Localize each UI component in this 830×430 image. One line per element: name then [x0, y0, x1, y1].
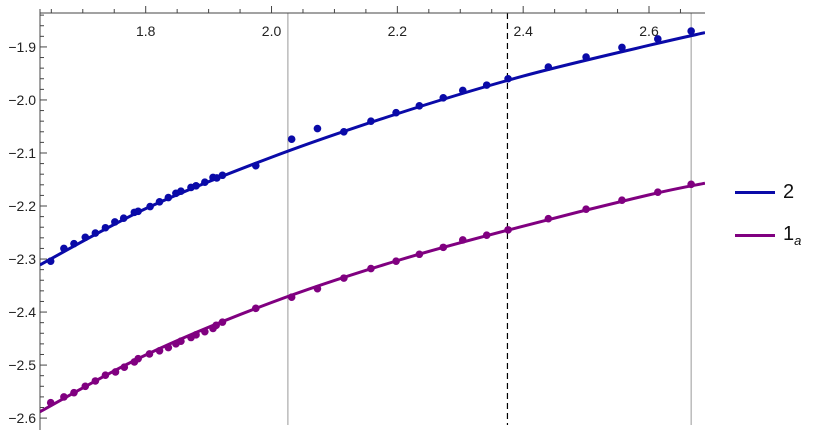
data-point-2	[251, 161, 260, 170]
data-point-1a	[192, 331, 200, 339]
data-point-1a	[458, 236, 467, 244]
data-point-1a	[212, 321, 220, 330]
data-point-2	[392, 108, 400, 117]
legend-label-2: 2	[783, 181, 795, 203]
y-tick-label: −2.4	[8, 304, 36, 320]
data-point-2	[582, 53, 590, 61]
data-point-2	[654, 35, 662, 43]
legend-swatch-1a	[735, 234, 775, 237]
y-tick-label: −2.6	[8, 410, 36, 426]
data-point-2	[367, 117, 375, 125]
x-tick-label: 2.0	[262, 23, 282, 39]
data-point-2	[134, 207, 142, 216]
data-point-2	[81, 233, 90, 242]
data-point-1a	[81, 382, 90, 391]
data-point-1a	[155, 346, 164, 355]
data-point-1a	[313, 284, 322, 293]
data-point-1a	[504, 226, 512, 234]
legend-item-2: 2	[735, 171, 801, 214]
data-point-1a	[60, 393, 68, 401]
legend-label-1a: 1a	[783, 223, 801, 248]
x-tick-label: 2.2	[388, 23, 408, 39]
x-tick-label: 2.4	[513, 23, 533, 39]
data-point-2	[544, 63, 553, 71]
data-point-2	[177, 187, 185, 195]
data-point-1a	[91, 377, 100, 385]
y-tick-label: −2.1	[8, 145, 36, 161]
data-point-1a	[482, 231, 491, 239]
data-point-1a	[439, 243, 448, 252]
data-point-2	[458, 86, 467, 95]
data-point-2	[111, 218, 119, 226]
y-tick-label: −2.5	[8, 357, 36, 373]
data-point-1a	[582, 205, 590, 213]
data-point-1a	[101, 371, 110, 379]
data-point-1a	[618, 196, 626, 204]
legend-label-sub: a	[794, 233, 802, 248]
data-point-2	[618, 43, 626, 52]
data-point-2	[287, 135, 296, 143]
data-point-1a	[654, 188, 662, 197]
y-tick-label: −1.9	[8, 39, 36, 55]
data-point-2	[212, 174, 221, 182]
data-point-2	[504, 74, 512, 83]
x-tick-label: 1.8	[136, 23, 156, 39]
data-point-2	[340, 127, 348, 136]
data-point-1a	[134, 354, 142, 363]
data-point-1a	[544, 214, 553, 223]
y-tick-label: −2.3	[8, 251, 36, 267]
data-point-2	[119, 214, 128, 223]
data-point-1a	[120, 363, 129, 372]
data-point-1a	[251, 304, 260, 313]
data-point-1a	[415, 250, 424, 259]
data-point-1a	[367, 264, 375, 273]
data-point-1a	[145, 350, 154, 358]
data-point-1a	[687, 180, 695, 189]
y-tick-label: −2.0	[8, 92, 36, 108]
fit-curve-2	[40, 31, 705, 267]
data-point-2	[201, 178, 209, 186]
data-point-1a	[46, 398, 55, 407]
data-point-2	[91, 229, 100, 237]
data-point-2	[218, 171, 227, 180]
data-point-1a	[201, 327, 209, 336]
data-point-2	[482, 81, 491, 89]
data-point-1a	[177, 337, 185, 346]
data-point-2	[155, 197, 164, 206]
data-point-2	[439, 94, 448, 102]
data-point-1a	[70, 388, 78, 397]
data-point-2	[687, 27, 695, 35]
data-point-1a	[218, 318, 227, 326]
data-point-1a	[340, 274, 348, 282]
data-point-2	[313, 124, 322, 133]
x-tick-label: 2.6	[639, 23, 659, 39]
data-point-1a	[111, 368, 120, 376]
data-point-2	[146, 202, 154, 211]
data-point-2	[70, 239, 78, 248]
data-point-2	[164, 193, 173, 202]
legend: 2 1a	[735, 171, 801, 257]
data-point-2	[46, 257, 55, 265]
data-point-2	[192, 182, 200, 190]
data-point-1a	[164, 343, 173, 352]
data-point-2	[60, 244, 68, 253]
data-point-2	[101, 223, 110, 232]
legend-item-1a: 1a	[735, 214, 801, 257]
legend-swatch-2	[735, 191, 775, 194]
data-point-2	[415, 101, 424, 110]
y-tick-label: −2.2	[8, 198, 36, 214]
data-point-1a	[392, 257, 400, 265]
fit-curve-1a	[40, 181, 705, 414]
data-point-1a	[287, 293, 296, 302]
legend-label-main: 1	[783, 223, 795, 245]
